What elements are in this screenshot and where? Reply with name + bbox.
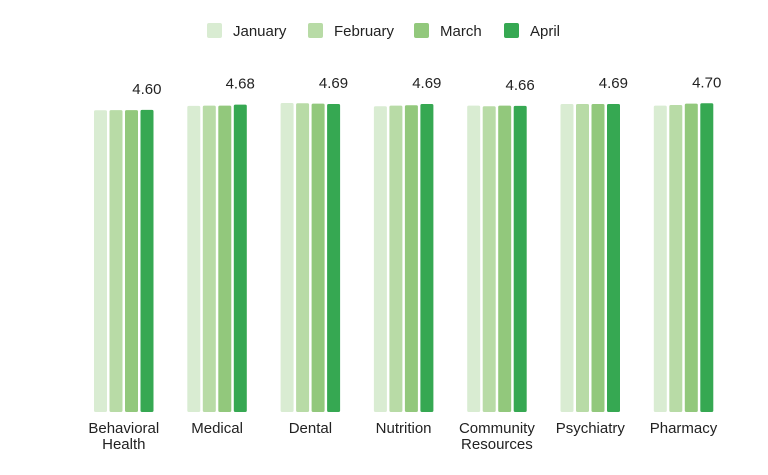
data-label-5: 4.69: [599, 75, 628, 92]
bar-april-2: [327, 104, 341, 412]
category-label-3: Nutrition: [376, 420, 432, 437]
category-label-6: Pharmacy: [650, 420, 718, 437]
category-label-4-line1: Resources: [461, 436, 533, 453]
data-label-6: 4.70: [692, 74, 721, 91]
legend-swatch-march: [414, 23, 429, 38]
data-label-3: 4.69: [412, 75, 441, 92]
bar-april-4: [513, 105, 527, 413]
bar-february-3: [389, 105, 403, 412]
category-label-1: Medical: [191, 420, 243, 437]
data-labels: 4.60 4.68 4.69 4.69 4.66 4.69 4.70: [132, 74, 721, 98]
legend-label-january: January: [233, 23, 287, 40]
bar-april-0: [140, 109, 154, 413]
bar-january-6: [653, 105, 667, 412]
data-label-2: 4.69: [319, 75, 348, 92]
category-label-5: Psychiatry: [556, 420, 626, 437]
category-label-4-line0: Community: [459, 420, 535, 437]
data-label-4: 4.66: [505, 77, 534, 94]
bar-january-1: [187, 105, 201, 413]
bar-january-4: [467, 105, 481, 412]
bar-january-0: [94, 110, 107, 412]
bars: [94, 103, 714, 413]
legend-label-february: February: [334, 23, 395, 40]
legend: January February March April: [207, 23, 560, 40]
legend-label-april: April: [530, 23, 560, 40]
bar-march-4: [498, 105, 512, 412]
bar-march-0: [125, 110, 138, 412]
bar-april-5: [607, 104, 620, 412]
bar-march-3: [404, 105, 418, 413]
bar-march-6: [684, 103, 698, 412]
bar-april-6: [700, 103, 714, 413]
bar-february-6: [669, 105, 683, 412]
bar-march-1: [218, 105, 232, 412]
legend-swatch-february: [308, 23, 323, 38]
bar-march-2: [311, 103, 325, 412]
bar-january-3: [373, 106, 387, 413]
legend-swatch-april: [504, 23, 519, 38]
legend-label-march: March: [440, 23, 482, 40]
bar-march-5: [591, 104, 605, 412]
data-label-1: 4.68: [226, 76, 255, 93]
data-label-0: 4.60: [132, 81, 161, 98]
bar-april-3: [420, 104, 434, 412]
bar-april-1: [233, 104, 247, 412]
category-label-0-line0: Behavioral: [88, 420, 159, 437]
bar-february-4: [482, 106, 496, 413]
bar-february-5: [576, 104, 589, 412]
bar-february-0: [109, 110, 123, 412]
legend-swatch-january: [207, 23, 222, 38]
bar-february-2: [296, 103, 310, 413]
category-label-0-line1: Health: [102, 436, 145, 453]
bar-february-1: [202, 105, 216, 412]
bar-january-5: [560, 104, 574, 412]
category-label-2: Dental: [289, 420, 332, 437]
bar-january-2: [280, 103, 294, 412]
